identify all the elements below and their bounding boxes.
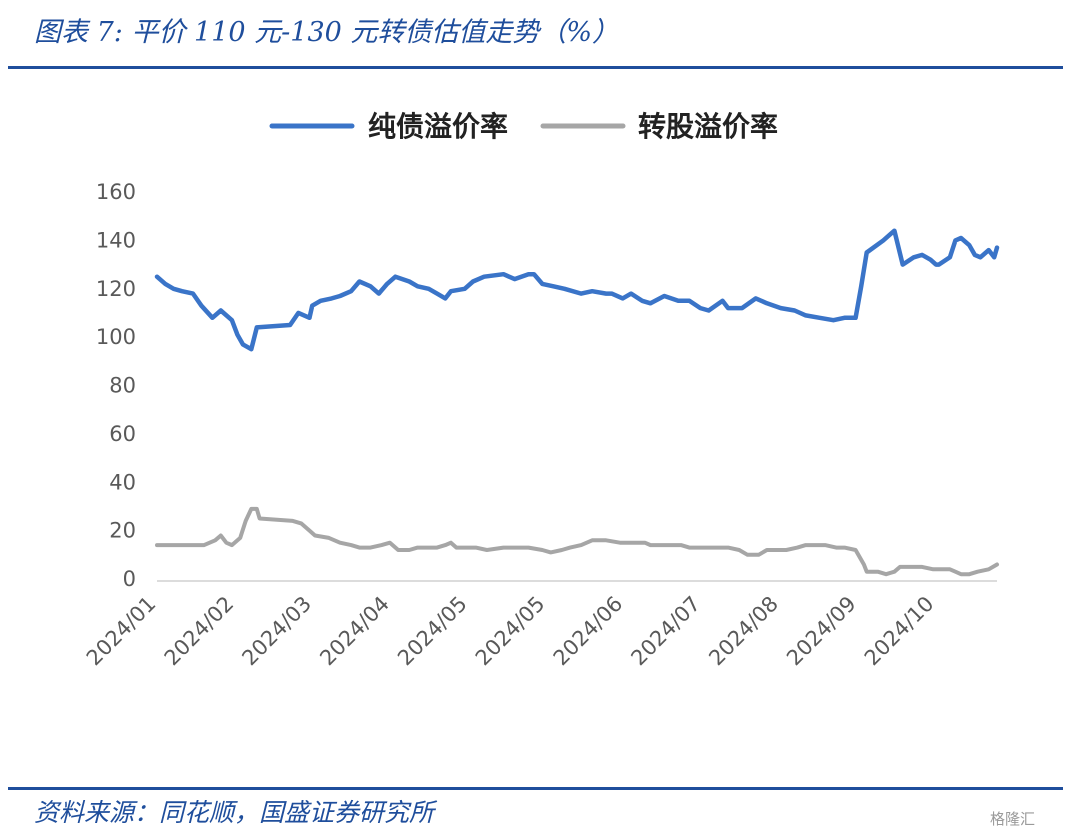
y-tick-label: 0	[123, 567, 136, 591]
x-tick-label: 2024/04	[315, 592, 394, 671]
x-tick-label: 2024/06	[549, 592, 628, 671]
series-lines	[154, 228, 1000, 577]
legend-label: 纯债溢价率	[368, 110, 508, 143]
y-tick-label: 20	[109, 519, 136, 543]
figure-title: 图表 7: 平价 110 元-130 元转债估值走势（%）	[34, 17, 620, 48]
x-axis: 2024/01 2024/02 2024/03 2024/04 2024/05 2024/…	[82, 592, 939, 671]
y-tick-label: 140	[96, 228, 136, 252]
y-tick-label: 160	[96, 180, 136, 204]
source-divider	[8, 787, 1063, 790]
line-chart: 纯债溢价率 转股溢价率 0 20 40 60 80 100 120 140 160 2024/01…	[82, 110, 1000, 671]
x-tick-label: 2024/07	[626, 592, 705, 671]
y-axis: 0 20 40 60 80 100 120 140 160	[96, 180, 136, 591]
chart-legend: 纯债溢价率 转股溢价率	[269, 110, 778, 143]
source-note: 资料来源：同花顺，国盛证券研究所	[34, 798, 435, 827]
title-divider	[8, 66, 1063, 69]
watermark-logo: 格隆汇	[990, 810, 1036, 828]
x-tick-label: 2024/09	[782, 592, 861, 671]
x-tick-label: 2024/03	[237, 592, 316, 671]
y-tick-label: 60	[109, 422, 136, 446]
y-tick-label: 120	[96, 277, 136, 301]
conversion-premium-line	[155, 506, 999, 577]
y-tick-label: 40	[109, 470, 136, 494]
x-tick-label: 2024/01	[82, 592, 161, 671]
x-tick-label: 2024/08	[704, 592, 783, 671]
y-tick-label: 80	[109, 374, 136, 398]
x-tick-label: 2024/05	[471, 592, 550, 671]
x-tick-label: 2024/02	[160, 592, 239, 671]
bond-premium-line	[154, 228, 1000, 352]
x-tick-label: 2024/10	[860, 592, 939, 671]
x-tick-label: 2024/05	[393, 592, 472, 671]
legend-label: 转股溢价率	[638, 110, 778, 143]
y-tick-label: 100	[96, 325, 136, 349]
